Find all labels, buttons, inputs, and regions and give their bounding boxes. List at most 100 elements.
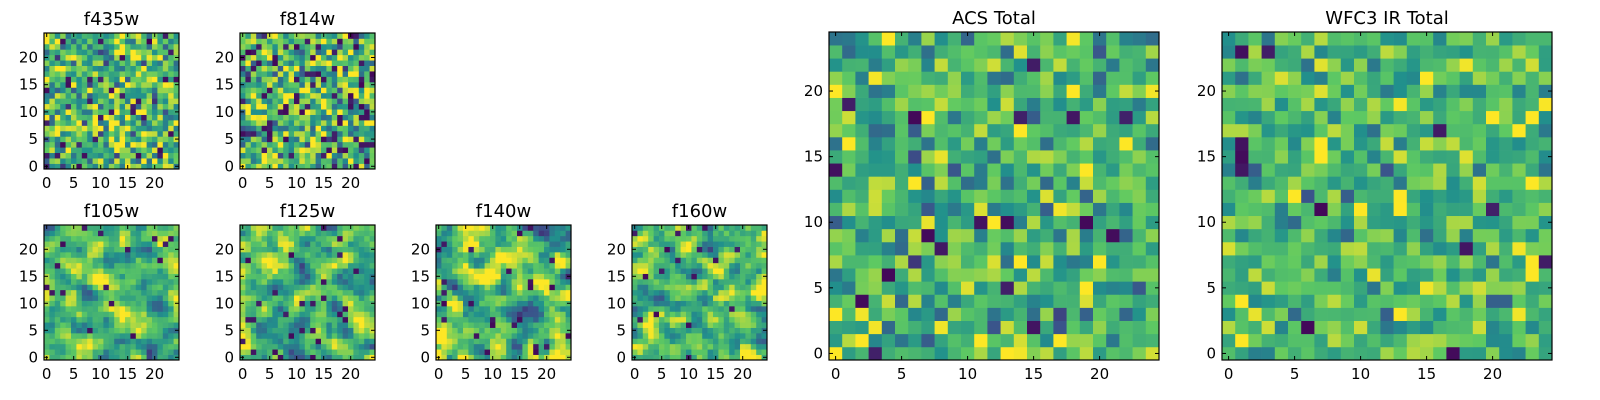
heatmap-cell <box>92 322 99 328</box>
heatmap-cell <box>855 268 869 282</box>
heatmap-cell <box>152 54 158 61</box>
heatmap-cell <box>707 235 714 242</box>
heatmap-cell <box>1132 215 1147 230</box>
heatmap-cell <box>49 268 56 274</box>
heatmap-cell <box>98 316 104 323</box>
heatmap-cell <box>44 87 50 94</box>
heatmap-cell <box>446 241 453 247</box>
heatmap-cell <box>288 120 295 126</box>
heatmap-cell <box>729 225 735 231</box>
heatmap-cell <box>974 241 988 256</box>
heatmap-cell <box>49 109 56 115</box>
heatmap-cell <box>707 252 714 258</box>
heatmap-cell <box>71 120 77 126</box>
heatmap-cell <box>522 322 529 328</box>
heatmap-cell <box>750 327 757 334</box>
x-tick-label: 15 <box>118 365 137 383</box>
heatmap-cell <box>1027 241 1041 256</box>
heatmap-cell <box>103 87 110 94</box>
heatmap-cell <box>934 320 949 335</box>
heatmap-cell <box>272 252 279 258</box>
heatmap-cell <box>76 257 83 264</box>
heatmap-cell <box>283 343 289 350</box>
heatmap-cell <box>718 327 725 334</box>
heatmap-cell <box>152 316 158 323</box>
heatmap-cell <box>517 279 523 285</box>
heatmap-cell <box>463 241 469 247</box>
heatmap-cell <box>256 76 262 83</box>
heatmap-cell <box>729 343 735 350</box>
heatmap-cell <box>103 43 110 50</box>
heatmap-cell <box>331 76 338 83</box>
heatmap-cell <box>162 338 169 345</box>
heatmap-cell <box>65 316 72 323</box>
heatmap-cell <box>245 225 252 231</box>
heatmap-cell <box>707 289 714 296</box>
heatmap-cell <box>642 257 649 264</box>
heatmap-cell <box>1354 294 1368 308</box>
heatmap-cell <box>76 60 83 66</box>
heatmap-cell <box>256 306 262 312</box>
heatmap-cell <box>108 92 115 99</box>
heatmap-cell <box>321 114 327 121</box>
heatmap-cell <box>364 54 370 61</box>
heatmap-cell <box>141 136 147 143</box>
heatmap-cell <box>256 87 262 94</box>
heatmap-cell <box>934 189 949 203</box>
heatmap-cell <box>947 294 962 308</box>
heatmap-cell <box>1406 281 1421 295</box>
heatmap-cell <box>560 343 566 350</box>
heatmap-cell <box>76 246 83 253</box>
heatmap-cell <box>152 343 158 350</box>
heatmap-cell <box>527 252 534 258</box>
heatmap-cell <box>1327 281 1342 295</box>
heatmap-cell <box>1327 241 1342 256</box>
heatmap-cell <box>71 284 77 291</box>
heatmap-cell <box>446 311 453 318</box>
heatmap-cell <box>1261 163 1276 177</box>
heatmap-cell <box>146 65 153 72</box>
heatmap-cell <box>842 268 856 282</box>
heatmap-cell <box>506 333 512 339</box>
heatmap-cell <box>141 76 147 83</box>
heatmap-cell <box>1093 346 1107 361</box>
heatmap-cell <box>1420 176 1434 190</box>
heatmap-cell <box>479 225 485 231</box>
heatmap-cell <box>729 354 735 361</box>
heatmap-cell <box>342 279 349 285</box>
y-tick-label: 0 <box>420 348 430 366</box>
heatmap-cell <box>304 295 311 301</box>
heatmap-cell <box>157 38 164 45</box>
heatmap-cell <box>135 225 142 231</box>
heatmap-cell <box>342 262 349 269</box>
heatmap-cell <box>457 343 464 350</box>
heatmap-cell <box>1248 307 1262 321</box>
heatmap-cell <box>114 300 120 307</box>
heatmap-cell <box>713 311 719 318</box>
heatmap-cell <box>1235 215 1249 230</box>
heatmap-cell <box>168 114 174 121</box>
heatmap-cell <box>87 316 93 323</box>
heatmap-cell <box>718 252 725 258</box>
heatmap-cell <box>740 252 746 258</box>
heatmap-cell <box>81 125 88 132</box>
heatmap-cell <box>659 316 665 323</box>
heatmap-cell <box>1013 110 1028 125</box>
heatmap-cell <box>321 49 327 56</box>
heatmap-cell <box>310 114 316 121</box>
heatmap-cell <box>1145 228 1160 243</box>
heatmap-cell <box>1132 307 1147 321</box>
heatmap-cell <box>1288 255 1302 269</box>
heatmap-cell <box>1145 268 1160 282</box>
heatmap-cell <box>331 316 338 323</box>
heatmap-cell <box>549 279 556 285</box>
heatmap-cell <box>130 354 137 361</box>
heatmap-cell <box>533 262 539 269</box>
heatmap-cell <box>92 71 99 77</box>
heatmap-cell <box>304 246 311 253</box>
heatmap-cell <box>173 268 180 274</box>
heatmap-cell <box>125 241 131 247</box>
heatmap-cell <box>54 338 61 345</box>
heatmap-cell <box>664 262 671 269</box>
panel-title: f140w <box>476 201 531 222</box>
